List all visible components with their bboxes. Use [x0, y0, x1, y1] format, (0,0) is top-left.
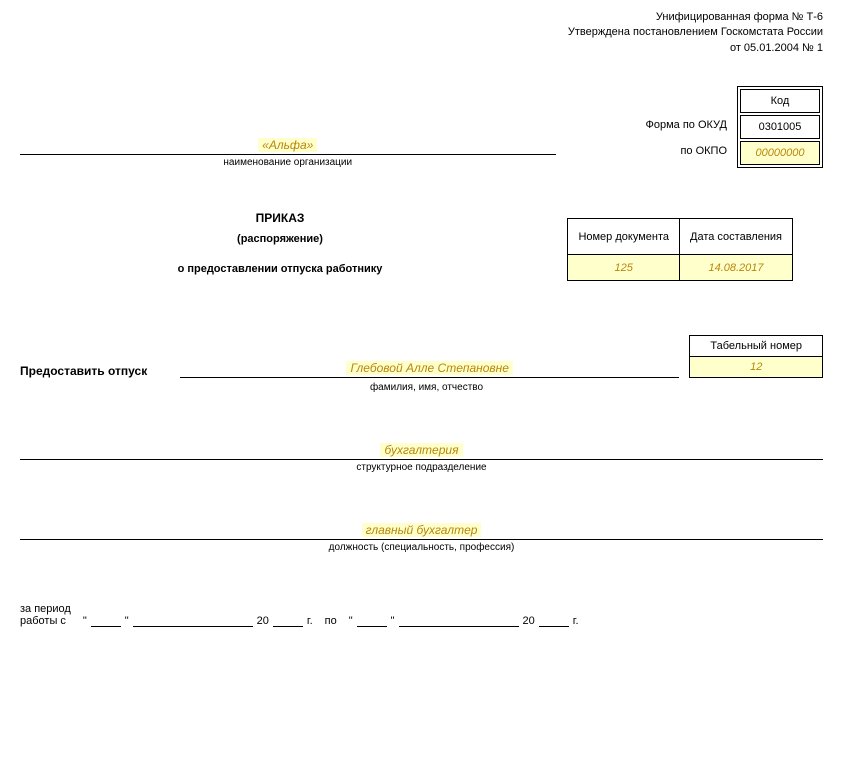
header-line1: Унифицированная форма № Т-6: [20, 10, 823, 25]
period-blank-y1: [273, 613, 303, 627]
code-block: «Альфа» наименование организации Форма п…: [20, 86, 823, 168]
title-block: ПРИКАЗ (распоряжение) о предоставлении о…: [20, 211, 540, 275]
period-q1: ": [83, 615, 87, 627]
period-label: за период работы с: [20, 603, 71, 627]
position-line: главный бухгалтер: [20, 523, 823, 540]
fio-caption: фамилия, имя, отчество: [180, 382, 673, 393]
doc-date-header: Дата составления: [680, 219, 793, 255]
period-label2: работы с: [20, 615, 71, 627]
period-g1: г.: [307, 615, 313, 627]
header-line2: Утверждена постановлением Госкомстата Ро…: [20, 25, 823, 40]
title-subject: о предоставлении отпуска работнику: [20, 263, 540, 275]
header-line3: от 05.01.2004 № 1: [20, 41, 823, 56]
org-name: «Альфа»: [258, 138, 317, 152]
period-row: за период работы с " " 20 г. по " " 20 г…: [20, 603, 823, 627]
doc-num-table: Номер документа Дата составления 125 14.…: [567, 218, 793, 281]
fio-line: Глебовой Алле Степановне: [180, 361, 679, 378]
doc-num-value: 125: [568, 255, 680, 281]
fio-value: Глебовой Алле Степановне: [346, 361, 513, 375]
okud-label: Форма по ОКУД: [646, 112, 728, 138]
period-q3: ": [349, 615, 353, 627]
period-blank-y2: [539, 613, 569, 627]
tab-num-table: Табельный номер 12: [689, 335, 823, 378]
position-value: главный бухгалтер: [362, 523, 482, 537]
period-q4: ": [391, 615, 395, 627]
position-block: главный бухгалтер должность (специальнос…: [20, 523, 823, 553]
grant-label: Предоставить отпуск: [20, 364, 180, 378]
dept-value: бухгалтерия: [380, 443, 462, 457]
title-rasporyazhenie: (распоряжение): [20, 233, 540, 245]
period-blank-day1: [91, 613, 121, 627]
dept-block: бухгалтерия структурное подразделение: [20, 443, 823, 473]
tab-num-value: 12: [690, 357, 823, 378]
period-g2: г.: [573, 615, 579, 627]
org-name-line: «Альфа»: [20, 138, 556, 155]
code-table: Код 0301005 00000000: [737, 86, 823, 168]
period-year1: 20: [257, 615, 269, 627]
position-caption: должность (специальность, профессия): [20, 542, 823, 553]
okud-value: 0301005: [740, 115, 820, 139]
tab-num-header: Табельный номер: [690, 336, 823, 357]
period-q2: ": [125, 615, 129, 627]
dept-line: бухгалтерия: [20, 443, 823, 460]
okpo-value: 00000000: [740, 141, 820, 165]
code-header: Код: [740, 89, 820, 113]
grant-row: Предоставить отпуск Глебовой Алле Степан…: [20, 335, 823, 378]
period-blank-month2: [399, 613, 519, 627]
period-blank-day2: [357, 613, 387, 627]
org-caption: наименование организации: [20, 157, 556, 168]
dept-caption: структурное подразделение: [20, 462, 823, 473]
period-label1: за период: [20, 603, 71, 615]
code-labels: Форма по ОКУД по ОКПО: [646, 86, 728, 164]
period-year2: 20: [523, 615, 535, 627]
doc-num-header: Номер документа: [568, 219, 680, 255]
title-prikaz: ПРИКАЗ: [20, 211, 540, 225]
okpo-label: по ОКПО: [646, 138, 728, 164]
period-blank-month1: [133, 613, 253, 627]
doc-date-value: 14.08.2017: [680, 255, 793, 281]
period-po: по: [325, 615, 337, 627]
form-header: Унифицированная форма № Т-6 Утверждена п…: [20, 10, 823, 56]
